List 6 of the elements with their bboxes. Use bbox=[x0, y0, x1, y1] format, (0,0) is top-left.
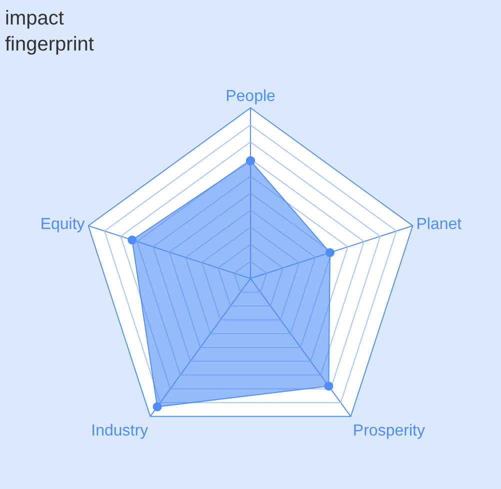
spoke-label: Equity bbox=[40, 216, 85, 233]
spoke-label: Prosperity bbox=[352, 422, 425, 440]
spoke-label: Planet bbox=[416, 216, 462, 233]
spoke-label: Industry bbox=[91, 422, 148, 440]
spoke-label: People bbox=[226, 88, 276, 105]
chart-title: impact fingerprint bbox=[5, 7, 94, 56]
